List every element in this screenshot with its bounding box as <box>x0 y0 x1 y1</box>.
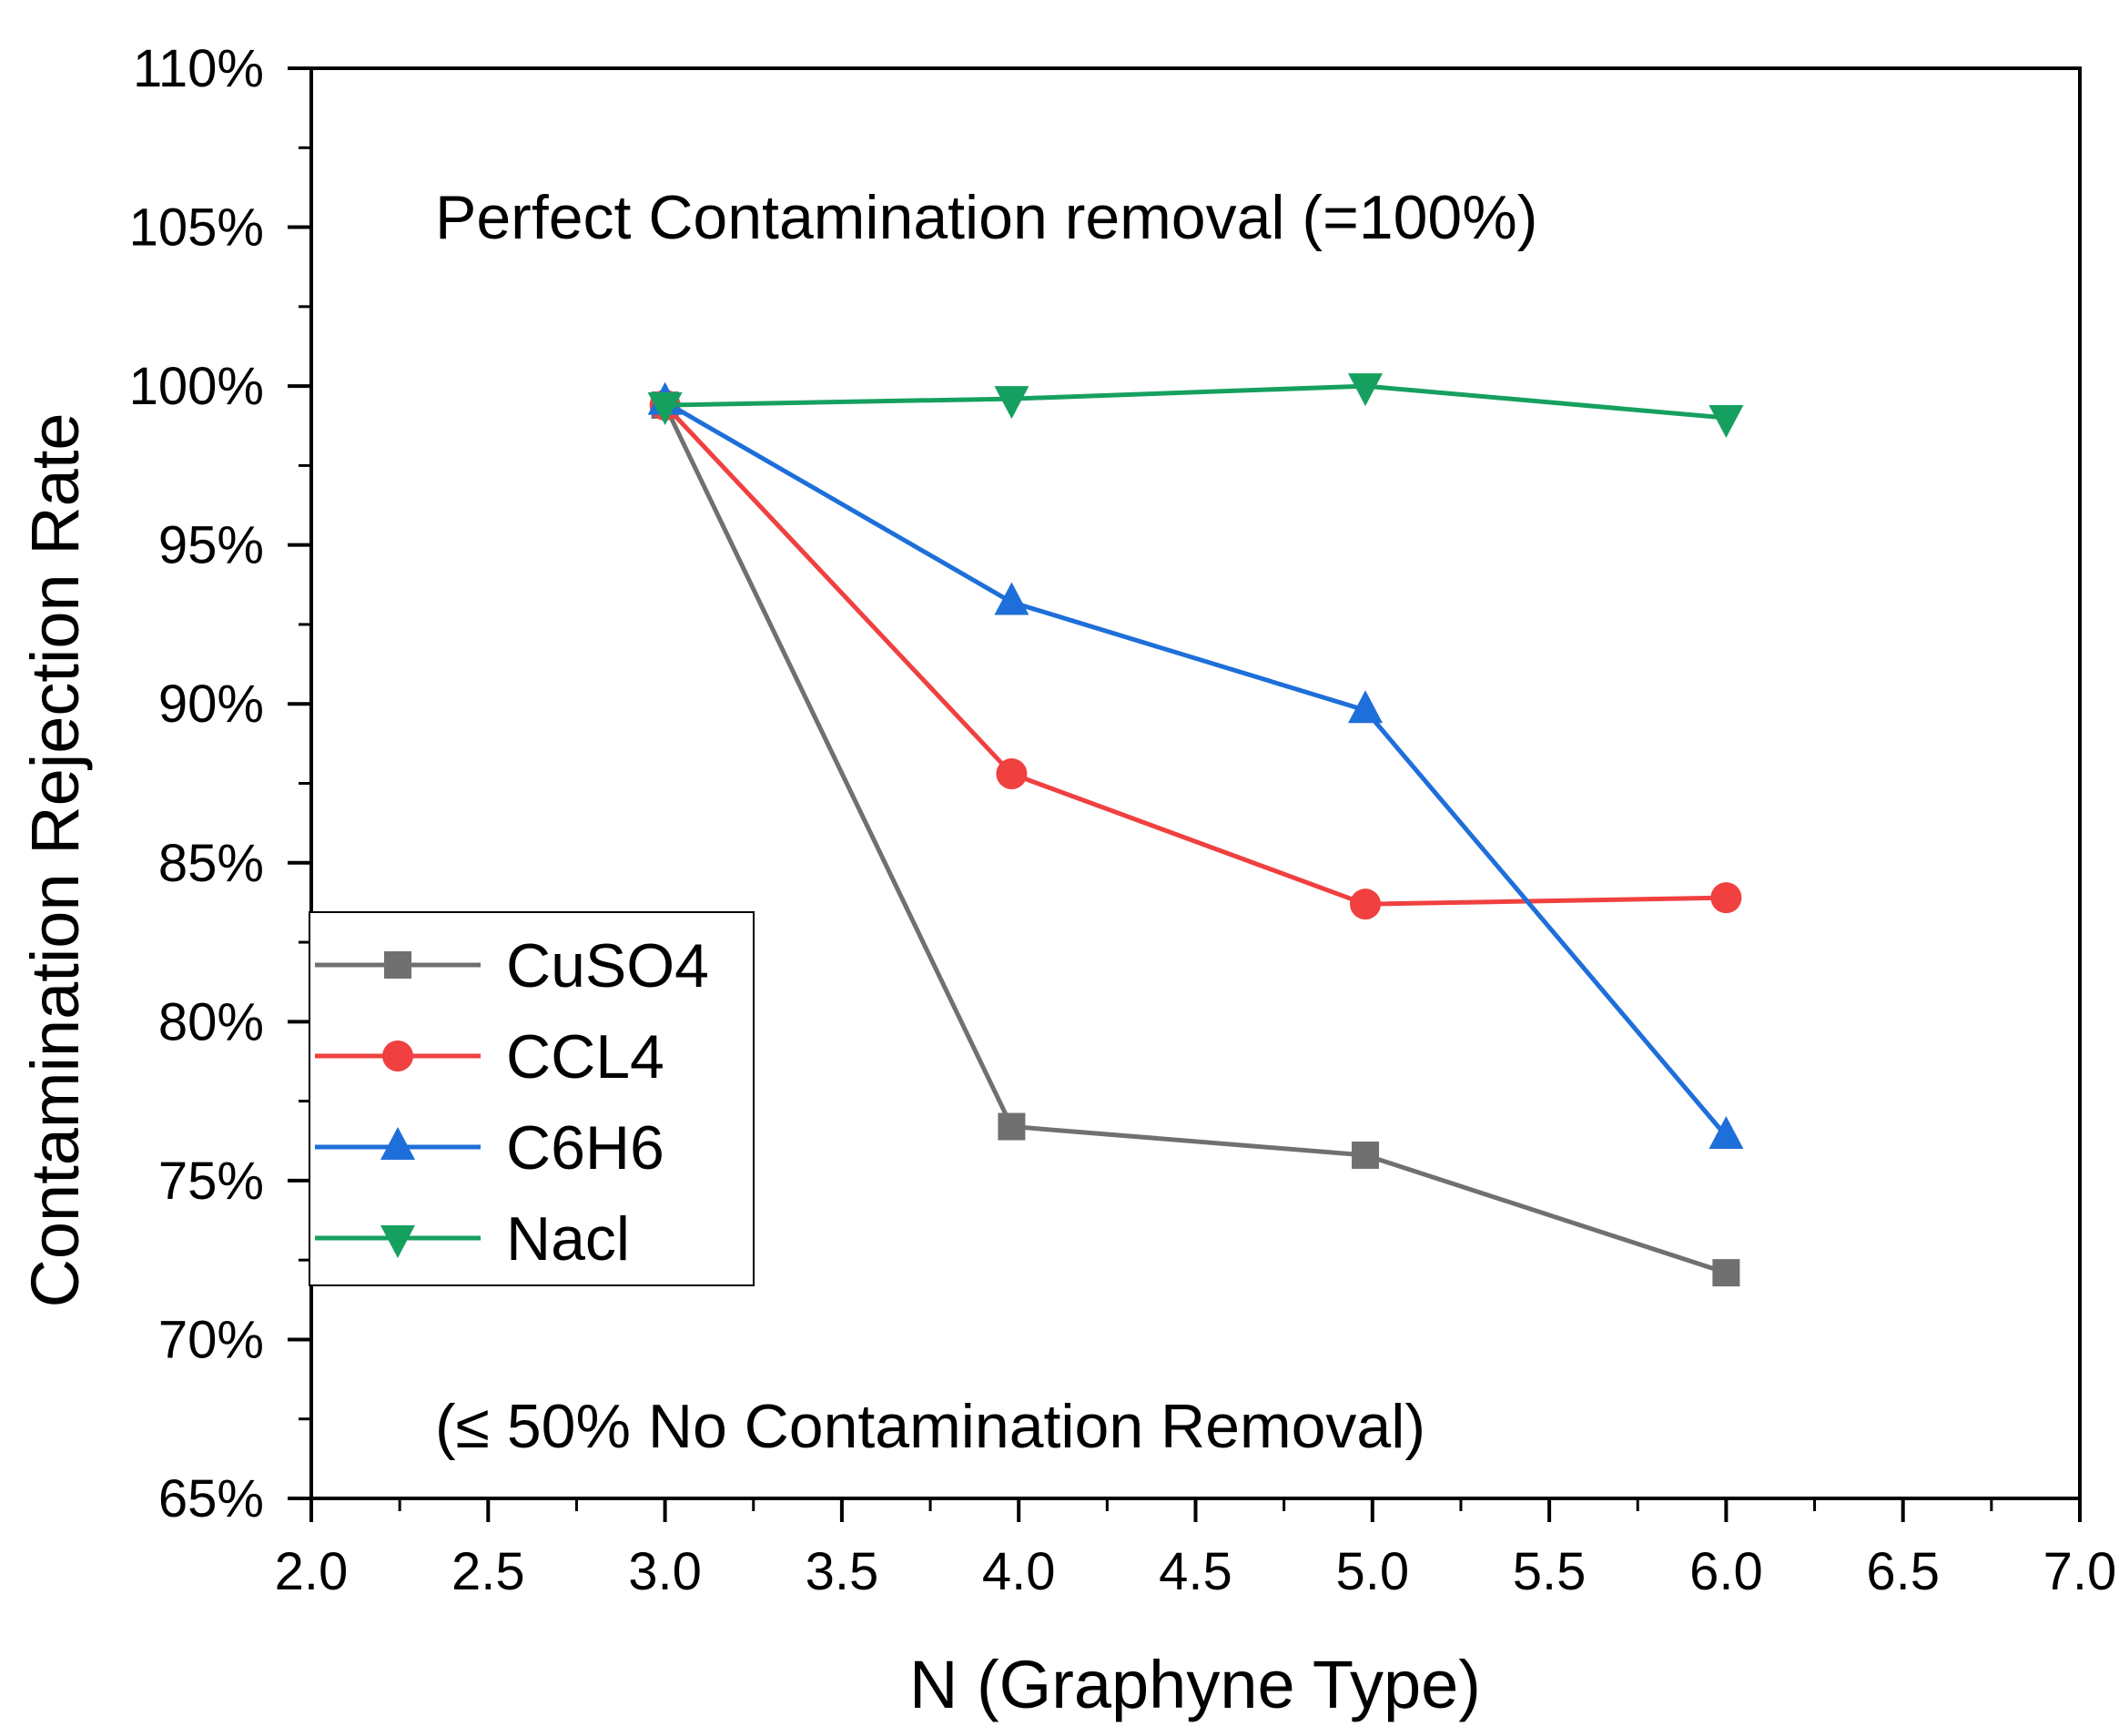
annotation-perfect-removal: Perfect Contamination removal (=100%) <box>435 183 1537 252</box>
legend-marker-c6h6 <box>380 1127 415 1160</box>
series-line-cuso4 <box>663 403 1728 1275</box>
y-tick-label: 80% <box>158 992 264 1051</box>
plot-area-frame <box>309 66 2082 1500</box>
legend-marker-cuso4 <box>384 951 411 979</box>
series-line-ccl4 <box>663 403 1727 907</box>
x-tick-label: 3.0 <box>628 1542 702 1601</box>
y-tick-label: 105% <box>129 198 264 258</box>
data-point-nacl <box>647 392 683 426</box>
legend-label-cuso4: CuSO4 <box>506 931 709 1000</box>
data-point-c6h6 <box>1708 1116 1744 1150</box>
x-tick-label: 4.5 <box>1159 1542 1232 1601</box>
legend-marker-ccl4 <box>382 1041 413 1071</box>
data-point-ccl4 <box>1710 882 1742 914</box>
x-tick-label: 6.5 <box>1866 1542 1940 1601</box>
y-tick-label: 70% <box>158 1310 264 1369</box>
legend-label-ccl4: CCL4 <box>506 1022 664 1091</box>
y-tick-label: 85% <box>158 834 264 893</box>
x-tick-label: 7.0 <box>2043 1542 2117 1601</box>
y-tick-label: 65% <box>158 1469 264 1528</box>
y-tick-label: 75% <box>158 1152 264 1211</box>
legend-label-nacl: Nacl <box>506 1204 630 1274</box>
series-ccl4 <box>649 390 1742 920</box>
data-point-cuso4 <box>1712 1259 1740 1287</box>
legend-label-c6h6: C6H6 <box>506 1113 664 1183</box>
data-point-nacl <box>1708 405 1744 439</box>
axes-ticks: 2.0 2.5 3.0 3.5 4.0 4.5 5.0 5.5 6.0 6.5 7.0 65% 70% 7… <box>129 39 2117 1601</box>
data-point-c6h6 <box>994 582 1029 615</box>
y-tick-label: 95% <box>158 516 264 575</box>
data-point-nacl <box>1348 373 1384 407</box>
data-point-ccl4 <box>996 758 1028 790</box>
series-nacl <box>647 373 1744 439</box>
data-point-cuso4 <box>998 1112 1026 1141</box>
series-line-c6h6 <box>664 400 1729 1138</box>
x-tick-label: 4.0 <box>982 1542 1056 1601</box>
data-point-nacl <box>994 386 1029 420</box>
data-point-cuso4 <box>1352 1141 1380 1169</box>
x-tick-label: 2.5 <box>451 1542 525 1601</box>
y-tick-label: 90% <box>158 675 264 734</box>
x-tick-label: 5.0 <box>1335 1542 1409 1601</box>
data-point-c6h6 <box>1348 690 1384 724</box>
legend-box <box>309 911 755 1286</box>
x-axis-label: N (Graphyne Type) <box>909 1647 1481 1722</box>
legend-marker-nacl <box>380 1225 415 1258</box>
x-tick-label: 3.5 <box>806 1542 879 1601</box>
series-c6h6 <box>647 381 1744 1150</box>
annotation-no-removal: (≤ 50% No Contamination Removal) <box>435 1392 1425 1461</box>
x-tick-label: 5.5 <box>1513 1542 1587 1601</box>
series-cuso4 <box>651 391 1740 1287</box>
data-point-ccl4 <box>1350 888 1382 920</box>
y-tick-label: 110% <box>133 39 264 98</box>
y-tick-label: 100% <box>129 357 264 416</box>
series-layer <box>647 373 1744 1287</box>
series-line-nacl <box>664 383 1727 421</box>
legend: CuSO4 CCL4 C6H6 Nacl <box>309 911 755 1286</box>
y-axis-label: Contamination Rejection Rate <box>17 412 93 1307</box>
x-tick-label: 2.0 <box>275 1542 349 1601</box>
x-tick-label: 6.0 <box>1689 1542 1763 1601</box>
